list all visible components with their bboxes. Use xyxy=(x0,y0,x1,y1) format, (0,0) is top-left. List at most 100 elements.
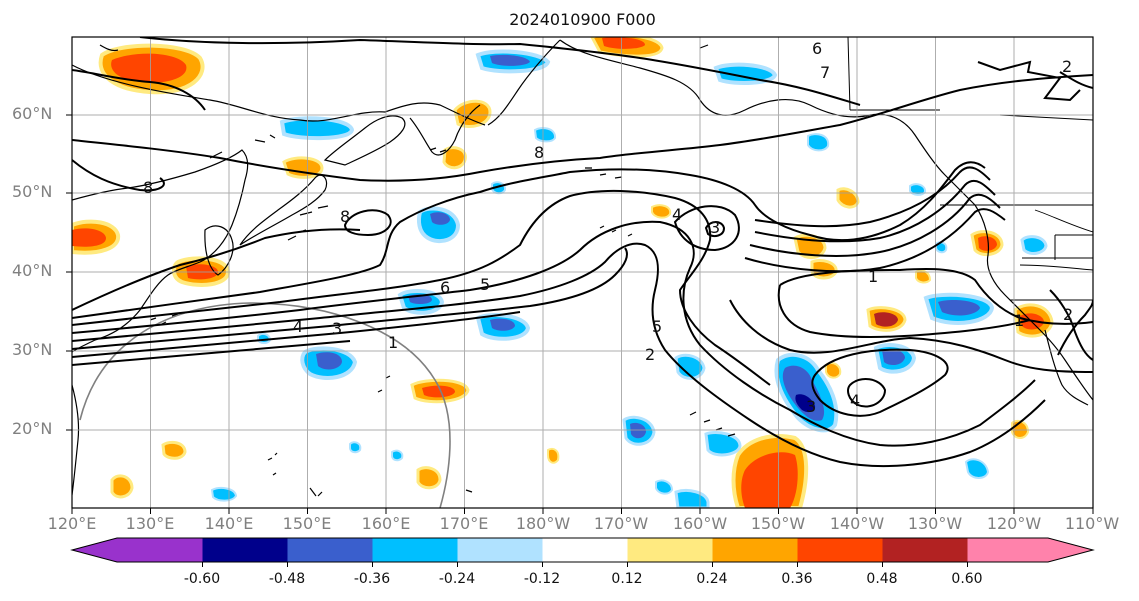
contour-label: 4 xyxy=(672,205,682,224)
negative-anomaly-blob xyxy=(490,54,530,66)
lat-label: 60°N xyxy=(12,104,53,123)
contour-line xyxy=(72,311,521,358)
contour-label: 7 xyxy=(820,63,830,82)
lon-label: 120°W xyxy=(986,514,1042,533)
contour-lines xyxy=(72,37,1093,468)
coastline-sakhalin xyxy=(323,115,406,166)
colorbar-label: -0.12 xyxy=(523,571,561,587)
contour-line xyxy=(744,208,1006,273)
contour-line xyxy=(704,221,726,237)
lat-label: 20°N xyxy=(12,419,53,438)
contour-line xyxy=(139,37,861,106)
anomaly-shading xyxy=(72,37,1054,508)
negative-anomaly-blob xyxy=(349,441,362,454)
contour-line xyxy=(72,247,628,350)
positive-anomaly-blob xyxy=(651,204,672,219)
contour-line xyxy=(72,242,1046,468)
coastline-japan-honshu xyxy=(239,174,328,246)
contour-label: 5 xyxy=(480,275,490,294)
lon-label: 160°E xyxy=(361,514,411,533)
contour-line xyxy=(72,161,986,319)
positive-anomaly-blob xyxy=(282,156,324,179)
contour-line xyxy=(754,179,996,243)
positive-anomaly-blob xyxy=(825,362,842,379)
positive-anomaly-blob xyxy=(874,312,898,327)
negative-anomaly-blob xyxy=(279,116,355,141)
contour-line xyxy=(1057,299,1093,356)
negative-anomaly-blob xyxy=(533,127,556,143)
contour-line xyxy=(811,348,949,417)
contour-line xyxy=(777,284,1031,338)
contour-label: 2 xyxy=(1062,57,1072,76)
colorbar xyxy=(70,537,1095,567)
political-borders xyxy=(1019,209,1093,271)
coastline-philippines-west xyxy=(72,384,80,496)
lon-label: 170°W xyxy=(593,514,649,533)
coastline-bering xyxy=(487,39,561,126)
contour-label: 3 xyxy=(806,397,816,416)
negative-anomaly-blob xyxy=(490,318,515,331)
contour-label: 4 xyxy=(293,317,303,336)
negative-anomaly-blob xyxy=(795,394,816,413)
positive-anomaly-blob xyxy=(72,219,121,255)
negative-anomaly-blob xyxy=(882,348,905,366)
contour-line xyxy=(673,205,740,252)
positive-anomaly-blob xyxy=(602,37,645,49)
negative-anomaly-blob xyxy=(316,352,342,370)
lon-label: 140°W xyxy=(829,514,885,533)
contour-label: 5 xyxy=(652,317,662,336)
negative-anomaly-blob xyxy=(391,449,404,462)
contour-line xyxy=(72,69,206,111)
contour-label: 3 xyxy=(710,218,720,237)
contour-label: 3 xyxy=(332,319,342,338)
colorbar-label: -0.36 xyxy=(353,571,391,587)
contour-line xyxy=(343,209,392,237)
negative-anomaly-blob xyxy=(964,458,990,479)
contour-label: 6 xyxy=(440,278,450,297)
colorbar-label: -0.24 xyxy=(438,571,476,587)
lat-label: 50°N xyxy=(12,182,53,201)
contour-line xyxy=(72,74,1093,182)
colorbar-segment xyxy=(967,538,1048,562)
contour-line xyxy=(72,159,165,192)
coastline-siberia xyxy=(72,64,486,126)
lon-label: 150°W xyxy=(750,514,806,533)
contour-label: 8 xyxy=(143,178,153,197)
colorbar-segment xyxy=(457,538,543,562)
contour-label: 1 xyxy=(868,267,878,286)
contour-line xyxy=(977,60,1081,102)
contour-line xyxy=(72,228,361,311)
lon-label: 170°E xyxy=(439,514,489,533)
positive-anomaly-blob xyxy=(978,236,997,251)
positive-anomaly-blob xyxy=(453,99,492,128)
negative-anomaly-blob xyxy=(630,422,646,439)
positive-anomaly-blob xyxy=(731,434,809,508)
lon-label: 110°W xyxy=(1064,514,1120,533)
colorbar-segment xyxy=(287,538,373,562)
coastline-baja xyxy=(1044,329,1089,406)
positive-anomaly-blob xyxy=(422,385,455,398)
contour-line xyxy=(1059,71,1093,89)
lon-label: 150°E xyxy=(282,514,332,533)
contour-line xyxy=(847,378,887,408)
coastline-west-coast-us xyxy=(974,204,1093,401)
positive-anomaly-blob xyxy=(98,43,205,95)
negative-anomaly-blob xyxy=(655,479,674,495)
contour-label: 4 xyxy=(850,391,860,410)
map-title: 2024010900 F000 xyxy=(509,10,656,29)
lat-label: 30°N xyxy=(12,340,53,359)
colorbar-label: -0.48 xyxy=(268,571,306,587)
colorbar-segment xyxy=(372,538,458,562)
colorbar-label: -0.60 xyxy=(183,571,221,587)
lon-label: 180°W xyxy=(515,514,571,533)
negative-anomaly-blob xyxy=(430,212,450,225)
negative-anomaly-blob xyxy=(713,62,778,85)
positive-anomaly-blob xyxy=(161,440,187,460)
coastline-china-korea xyxy=(72,149,249,353)
positive-anomaly-blob xyxy=(547,447,560,464)
colorbar-label: 0.36 xyxy=(781,571,813,587)
negative-anomaly-blob xyxy=(674,353,706,380)
colorbar-label: 0.60 xyxy=(951,571,983,587)
contour-line xyxy=(754,166,991,228)
colorbar-ticks xyxy=(202,562,968,567)
